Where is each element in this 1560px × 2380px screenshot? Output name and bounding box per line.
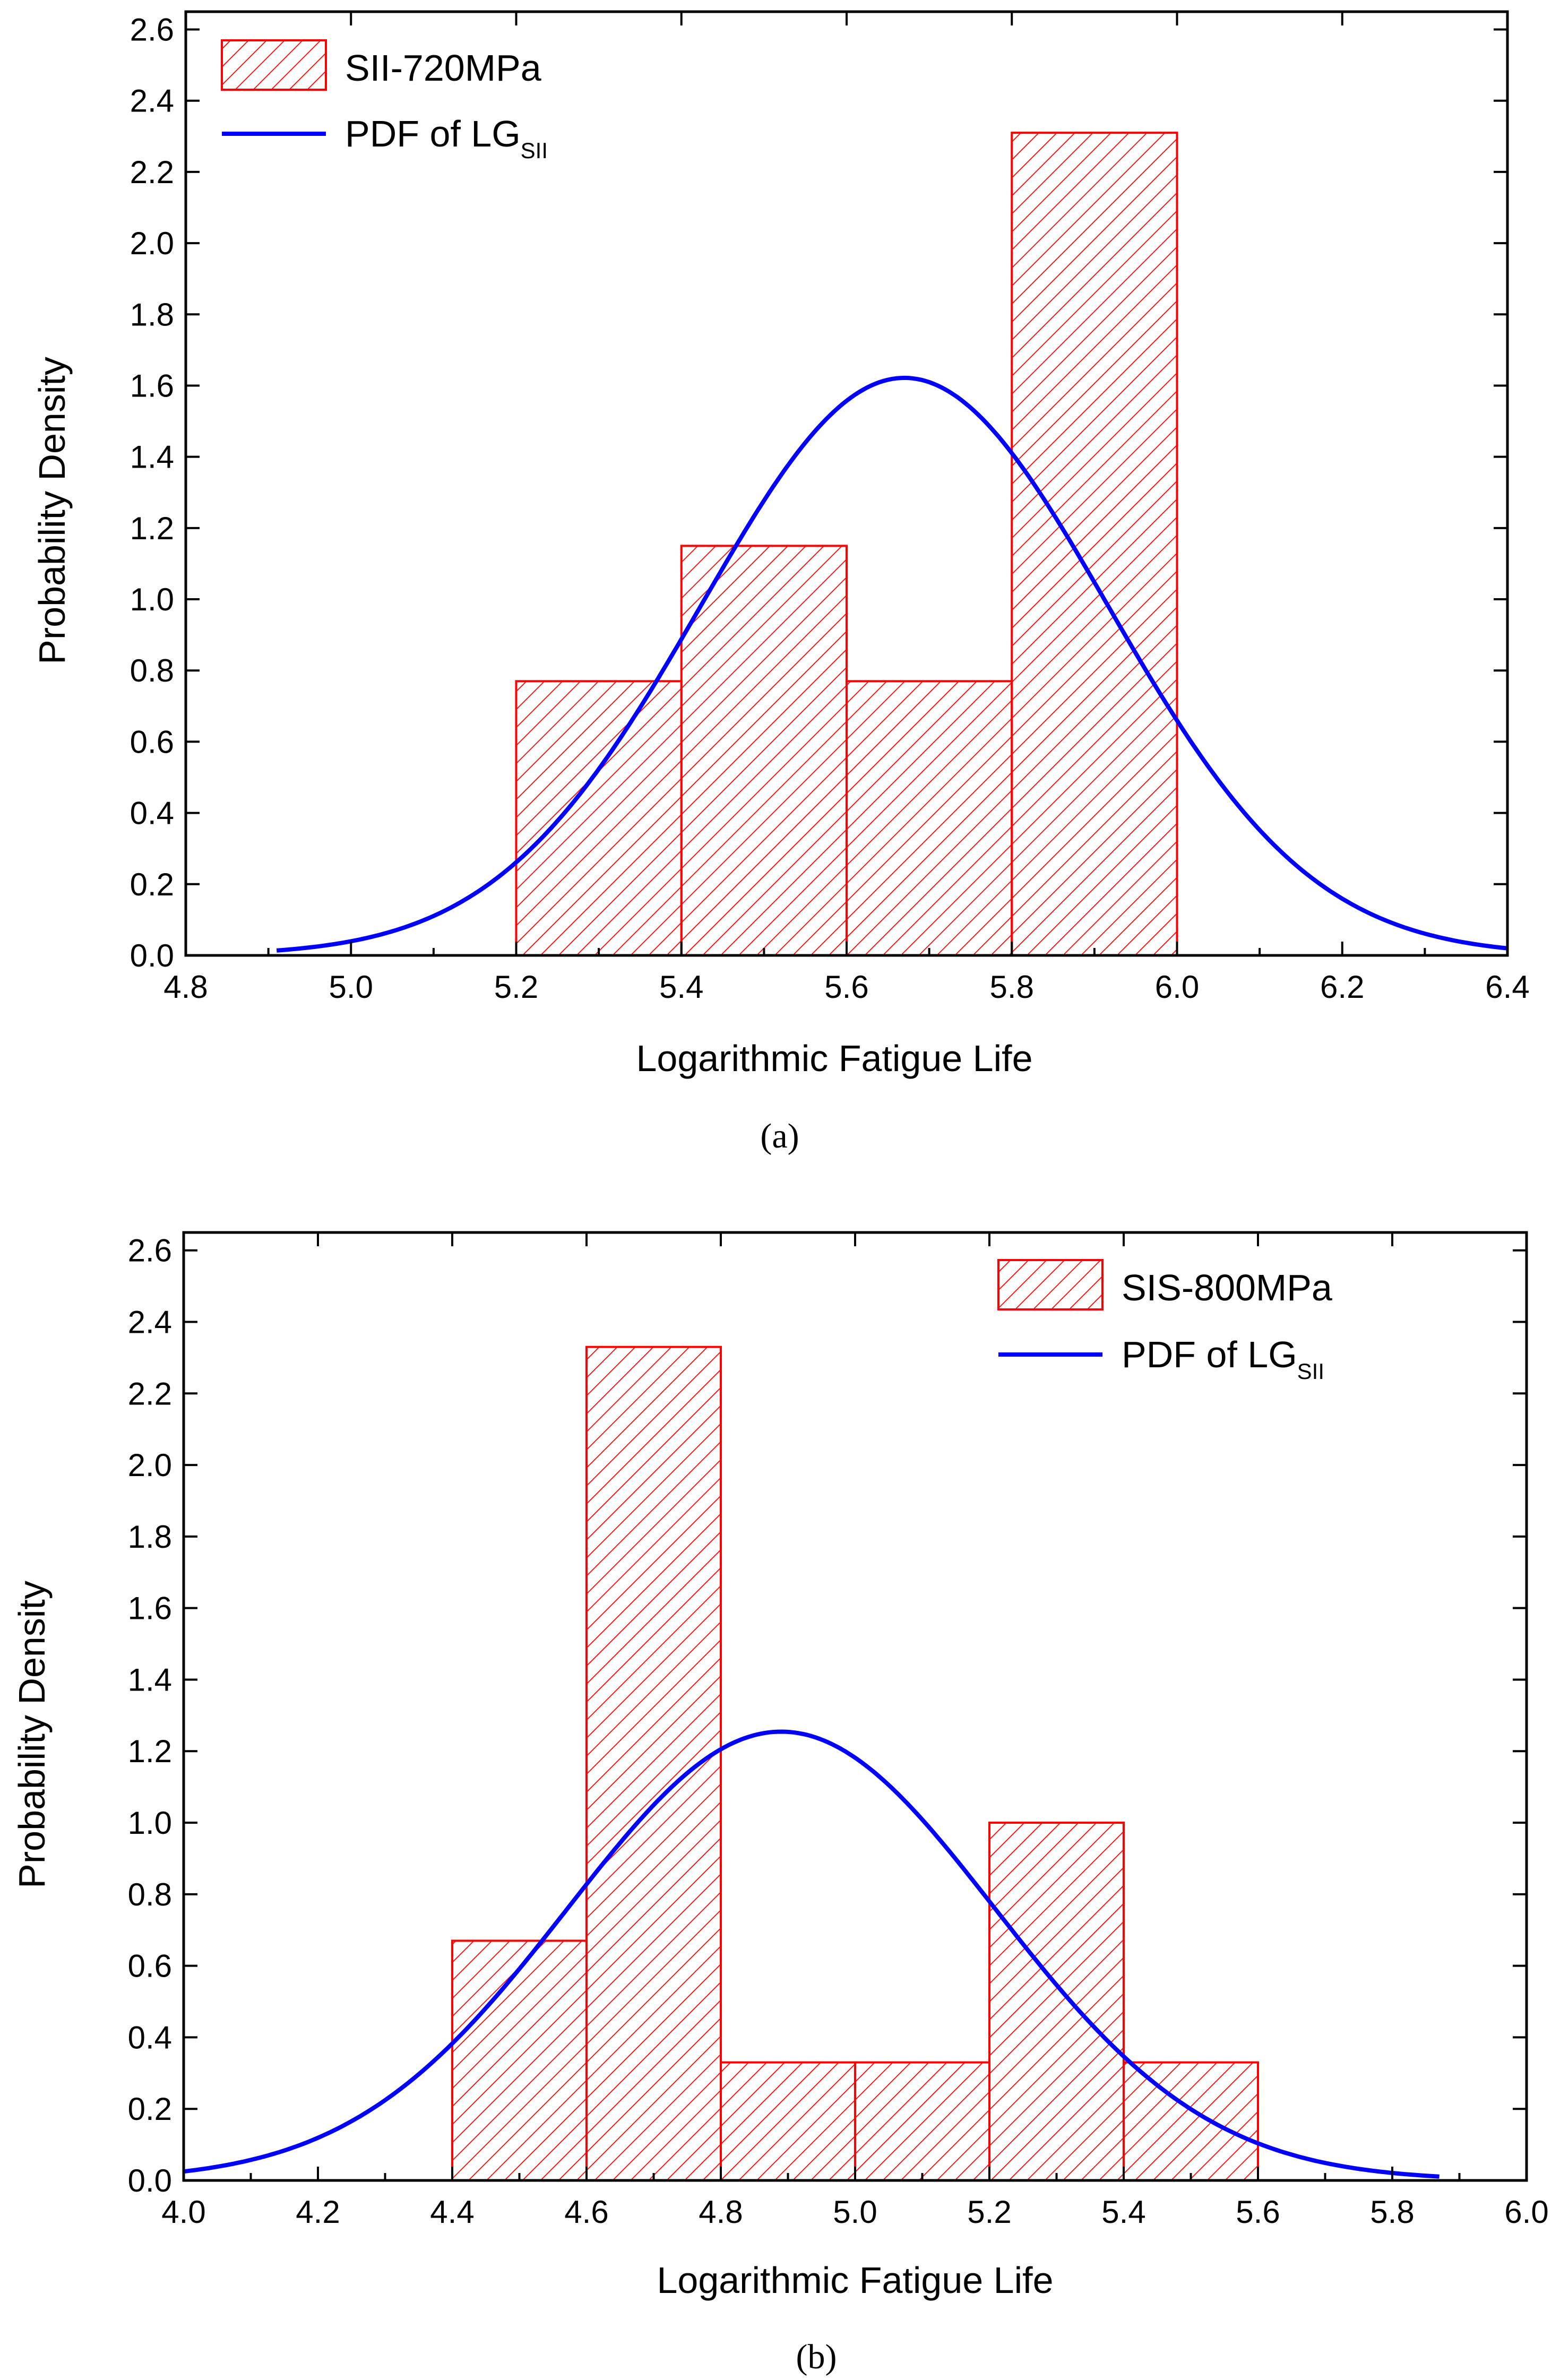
x-tick-label-a-5: 5.6	[824, 969, 868, 1005]
x-axis-label-a: Logarithmic Fatigue Life	[636, 1038, 1032, 1079]
x-tick-label-a-4: 5.4	[659, 969, 703, 1005]
y-tick-label-b-12: 2.2	[128, 1376, 172, 1411]
y-tick-label-a-5: 0.8	[130, 653, 174, 688]
x-tick-label-b-10: 5.8	[1370, 2194, 1414, 2230]
x-tick-label-b-7: 5.2	[967, 2194, 1011, 2230]
legend-b: SIS-800MPa PDF of LGSII	[997, 1259, 1332, 1384]
y-tick-label-a-13: 2.4	[130, 83, 174, 119]
x-tick-labels-a: 4.8 5.0 5.2 5.4 5.6 5.8 6.0 6.2 6.4	[163, 969, 1529, 1005]
y-tick-label-b-9: 1.6	[128, 1591, 172, 1626]
y-tick-label-a-11: 2.0	[130, 226, 174, 261]
legend-a: SII-720MPa PDF of LGSII	[221, 39, 548, 163]
legend-label-histogram-b: SIS-800MPa	[1122, 1267, 1332, 1308]
x-tick-labels-b: 4.0 4.2 4.4 4.6 4.8 5.0 5.2 5.4 5.6 5.8 6.0	[161, 2194, 1548, 2230]
x-tick-label-b-8: 5.4	[1101, 2194, 1145, 2230]
y-tick-label-b-1: 0.0	[128, 2163, 172, 2198]
x-tick-label-b-6: 5.0	[833, 2194, 877, 2230]
legend-label-pdf-b: PDF of LGSII	[1122, 1334, 1324, 1384]
y-tick-label-b-5: 0.8	[128, 1877, 172, 1912]
x-tick-label-a-6: 5.8	[990, 969, 1034, 1005]
chart-a: 4.8 5.0 5.2 5.4 5.6 5.8 6.0 6.2 6.4 0.0 0.2 0.4 0.6…	[31, 10, 1530, 1155]
y-tick-label-b-3: 0.4	[128, 2020, 172, 2055]
y-tick-label-a-1: 0.0	[130, 938, 174, 973]
x-tick-label-b-1: 4.0	[161, 2194, 205, 2230]
y-tick-labels-a: 0.0 0.2 0.4 0.6 0.8 1.0 1.2 1.4 1.6 1.8 2.0 2.2 2.4 2…	[130, 12, 174, 973]
x-tick-label-b-2: 4.2	[296, 2194, 340, 2230]
histogram-bar-b-3	[720, 2061, 856, 2182]
histogram-bar-a-2	[680, 545, 848, 956]
y-tick-label-a-14: 2.6	[130, 12, 174, 48]
y-tick-label-a-9: 1.6	[130, 368, 174, 403]
y-tick-label-b-11: 2.0	[128, 1447, 172, 1483]
x-axis-label-b: Logarithmic Fatigue Life	[657, 2260, 1053, 2301]
y-tick-label-a-8: 1.4	[130, 439, 174, 475]
x-tick-label-a-2: 5.0	[329, 969, 373, 1005]
histogram-bars-b	[451, 1346, 1259, 2182]
y-tick-label-b-14: 2.6	[128, 1233, 172, 1269]
legend-label-pdf-a: PDF of LGSII	[345, 113, 548, 163]
legend-swatch-histogram-b	[997, 1259, 1104, 1310]
histogram-bars-a	[515, 132, 1178, 957]
x-tick-label-b-11: 6.0	[1504, 2194, 1548, 2230]
y-axis-label-b: Probability Density	[11, 1581, 53, 1889]
pdf-curve-line-b	[183, 1729, 1440, 2179]
y-tick-label-b-2: 0.2	[128, 2091, 172, 2127]
y-tick-label-a-12: 2.2	[130, 154, 174, 190]
y-tick-label-a-6: 1.0	[130, 582, 174, 617]
caption-b: (b)	[796, 2338, 837, 2376]
x-tick-label-b-5: 4.8	[699, 2194, 743, 2230]
caption-a: (a)	[760, 1117, 799, 1155]
x-tick-label-b-3: 4.4	[430, 2194, 474, 2230]
histogram-bar-a-4	[1011, 132, 1178, 957]
axis-ticks-a	[185, 12, 1509, 956]
x-tick-label-a-8: 6.2	[1320, 969, 1364, 1005]
y-tick-label-b-8: 1.4	[128, 1662, 172, 1697]
y-tick-label-b-7: 1.2	[128, 1734, 172, 1769]
histogram-bar-b-6	[1123, 2061, 1259, 2182]
legend-label-histogram-a: SII-720MPa	[345, 47, 541, 89]
pdf-curve-b	[183, 1729, 1440, 2179]
y-tick-labels-b: 0.0 0.2 0.4 0.6 0.8 1.0 1.2 1.4 1.6 1.8 2.0 2.2 2.4 2…	[128, 1233, 172, 2198]
histogram-bar-a-3	[846, 680, 1013, 956]
x-tick-label-a-7: 6.0	[1155, 969, 1199, 1005]
x-tick-label-b-9: 5.6	[1236, 2194, 1280, 2230]
x-tick-label-a-1: 4.8	[163, 969, 208, 1005]
pdf-curve-a	[276, 375, 1508, 953]
y-tick-label-b-6: 1.0	[128, 1805, 172, 1841]
chart-b: 4.0 4.2 4.4 4.6 4.8 5.0 5.2 5.4 5.6 5.8 6.0 0.0 0.2…	[11, 1231, 1549, 2376]
y-tick-label-a-4: 0.6	[130, 724, 174, 760]
pdf-curve-line-a	[276, 375, 1508, 953]
histogram-bar-b-1	[451, 1939, 588, 2182]
plot-frame-b	[182, 1231, 1528, 2182]
y-tick-label-b-4: 0.6	[128, 1948, 172, 1984]
y-tick-label-b-10: 1.8	[128, 1519, 172, 1555]
y-tick-label-a-7: 1.2	[130, 511, 174, 546]
y-tick-label-a-3: 0.4	[130, 796, 174, 831]
x-tick-label-a-9: 6.4	[1485, 969, 1529, 1005]
histogram-bar-a-1	[515, 680, 683, 956]
x-tick-label-a-3: 5.2	[494, 969, 538, 1005]
legend-swatch-histogram-a	[221, 39, 327, 91]
y-tick-label-b-13: 2.4	[128, 1304, 172, 1340]
histogram-bar-b-4	[854, 2061, 990, 2182]
x-tick-label-b-4: 4.6	[564, 2194, 608, 2230]
y-tick-label-a-10: 1.8	[130, 297, 174, 332]
histogram-bar-b-5	[988, 1822, 1125, 2182]
axis-ticks-b	[183, 1232, 1528, 2181]
y-axis-label-a: Probability Density	[31, 357, 73, 665]
y-tick-label-a-2: 0.2	[130, 867, 174, 902]
